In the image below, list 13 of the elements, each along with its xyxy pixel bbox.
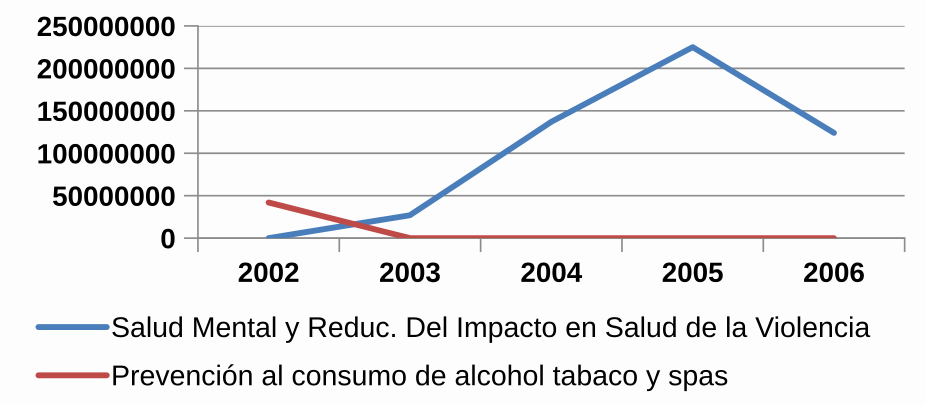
y-tick-label: 200000000 (38, 59, 175, 79)
x-tick-label: 2003 (380, 262, 440, 282)
x-tick-label: 2005 (662, 262, 723, 282)
x-tick-label: 2006 (804, 262, 864, 282)
legend-label: Salud Mental y Reduc. Del Impacto en Salud de la Violencia (112, 316, 870, 343)
y-tick-label: 50000000 (53, 186, 175, 206)
x-tick-label: 2002 (238, 262, 298, 282)
y-tick-label: 150000000 (38, 101, 175, 122)
x-tick-label: 2004 (521, 262, 582, 282)
y-tick-label: 100000000 (38, 144, 175, 164)
legend-label: Prevención al consumo de alcohol tabaco y spas (113, 364, 728, 392)
y-tick-label: 250000000 (38, 16, 175, 36)
y-tick-label: 0 (161, 228, 175, 248)
